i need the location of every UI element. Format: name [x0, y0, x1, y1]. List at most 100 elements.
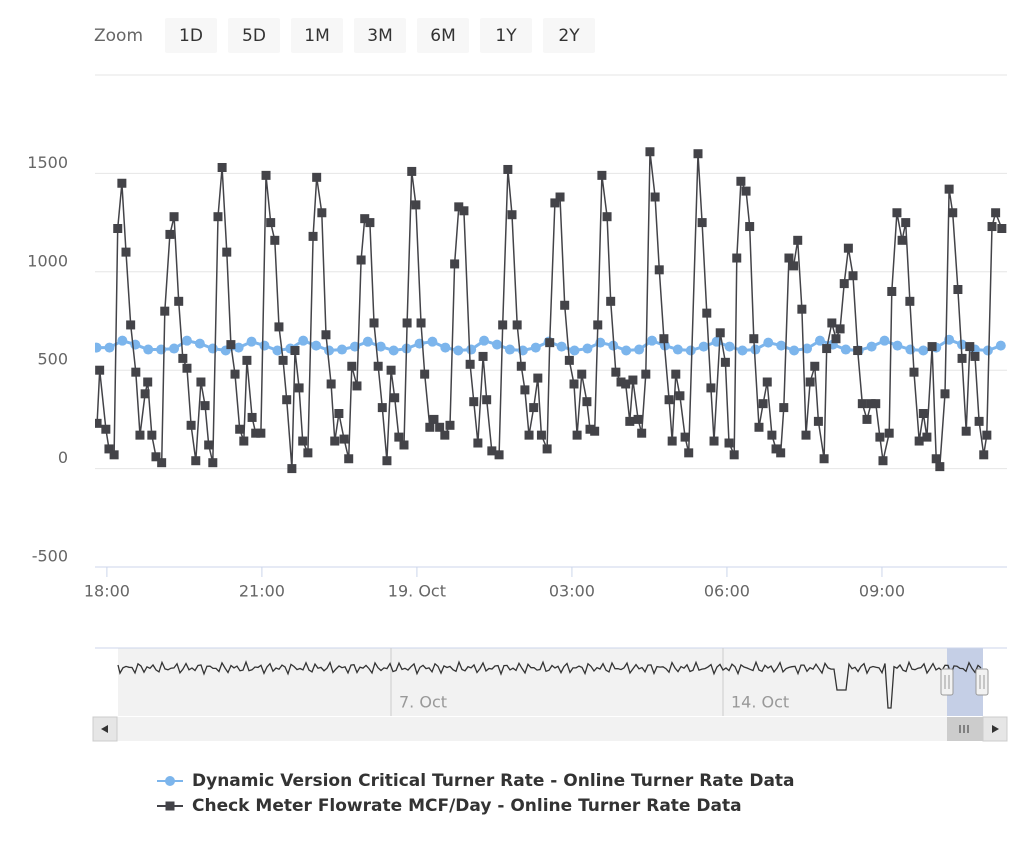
point — [135, 430, 145, 440]
y-tick-label: 1500 — [27, 153, 68, 172]
point — [140, 389, 150, 399]
point — [672, 344, 683, 355]
point — [685, 345, 696, 356]
point — [266, 218, 276, 228]
zoom-button-label[interactable]: 2Y — [558, 26, 580, 46]
point — [117, 178, 127, 188]
point — [334, 408, 344, 418]
point — [974, 416, 984, 426]
zoom-button-label[interactable]: 1Y — [495, 26, 517, 46]
zoom-button[interactable] — [228, 18, 280, 53]
point — [181, 335, 192, 346]
point — [473, 438, 483, 448]
point — [336, 344, 347, 355]
navigator-handle[interactable] — [975, 668, 989, 696]
legend-label[interactable]: Dynamic Version Critical Turner Rate - O… — [192, 771, 795, 791]
point — [625, 416, 635, 426]
point — [524, 430, 534, 440]
zoom-button[interactable] — [291, 18, 343, 53]
zoom-button-label[interactable]: 3M — [367, 26, 392, 46]
scrollbar — [92, 716, 1008, 742]
point — [771, 444, 781, 454]
zoom-button[interactable] — [354, 18, 406, 53]
zoom-button[interactable] — [480, 18, 532, 53]
point — [242, 355, 252, 365]
zoom-button[interactable] — [543, 18, 595, 53]
point — [905, 344, 916, 355]
point — [131, 367, 141, 377]
point — [892, 208, 902, 218]
point — [944, 184, 954, 194]
navigator-mask — [118, 648, 947, 716]
navigator-handle[interactable] — [940, 668, 954, 696]
point — [298, 436, 308, 446]
point — [827, 318, 837, 328]
point — [645, 147, 655, 157]
point — [482, 395, 492, 405]
legend-marker[interactable] — [165, 801, 175, 811]
point — [530, 342, 541, 353]
point — [602, 212, 612, 222]
point — [143, 344, 154, 355]
point — [450, 259, 460, 269]
point — [492, 339, 503, 350]
point — [684, 448, 694, 458]
zoom-button[interactable] — [417, 18, 469, 53]
point — [191, 456, 201, 466]
point — [991, 208, 1001, 218]
point — [200, 401, 210, 411]
point — [326, 379, 336, 389]
point — [948, 208, 958, 218]
point — [324, 345, 335, 356]
x-tick-label: 18:00 — [84, 582, 130, 601]
point — [512, 320, 522, 330]
point — [427, 336, 438, 347]
point — [317, 208, 327, 218]
point — [507, 210, 517, 220]
point — [272, 345, 283, 356]
scrollbar-thumb[interactable] — [947, 717, 983, 741]
point — [724, 341, 735, 352]
point — [866, 399, 876, 409]
zoom-button-label[interactable]: 6M — [430, 26, 455, 46]
navigator-label: 7. Oct — [399, 693, 447, 712]
point — [542, 444, 552, 454]
point — [953, 285, 963, 295]
scrollbar-track[interactable] — [93, 717, 1007, 741]
point — [797, 304, 807, 314]
point — [931, 454, 941, 464]
zoom-button-label[interactable]: 5D — [242, 26, 266, 46]
legend-label[interactable]: Check Meter Flowrate MCF/Day - Online Tu… — [192, 796, 742, 816]
zoom-button-label[interactable]: 1D — [179, 26, 203, 46]
zoom-button[interactable] — [165, 18, 217, 53]
point — [375, 341, 386, 352]
navigator-label: 14. Oct — [731, 693, 789, 712]
point — [569, 379, 579, 389]
point — [259, 340, 270, 351]
arrow — [101, 725, 108, 733]
point — [709, 436, 719, 446]
point — [399, 440, 409, 450]
legend-marker[interactable] — [165, 776, 175, 786]
point — [165, 229, 175, 239]
point — [862, 414, 872, 424]
point — [282, 395, 292, 405]
point — [222, 247, 232, 257]
point — [843, 243, 853, 253]
point — [970, 351, 980, 361]
point — [965, 342, 975, 352]
point — [664, 395, 674, 405]
point — [270, 235, 280, 245]
point — [750, 344, 761, 355]
point — [675, 391, 685, 401]
point — [246, 336, 257, 347]
point — [593, 320, 603, 330]
x-tick-label: 09:00 — [859, 582, 905, 601]
point — [186, 420, 196, 430]
zoom-label: Zoom — [94, 26, 143, 46]
point — [606, 296, 616, 306]
point — [866, 341, 877, 352]
zoom-button-label[interactable]: 1M — [304, 26, 329, 46]
point — [362, 336, 373, 347]
navigator: 7. Oct 14. Oct — [95, 647, 1007, 716]
